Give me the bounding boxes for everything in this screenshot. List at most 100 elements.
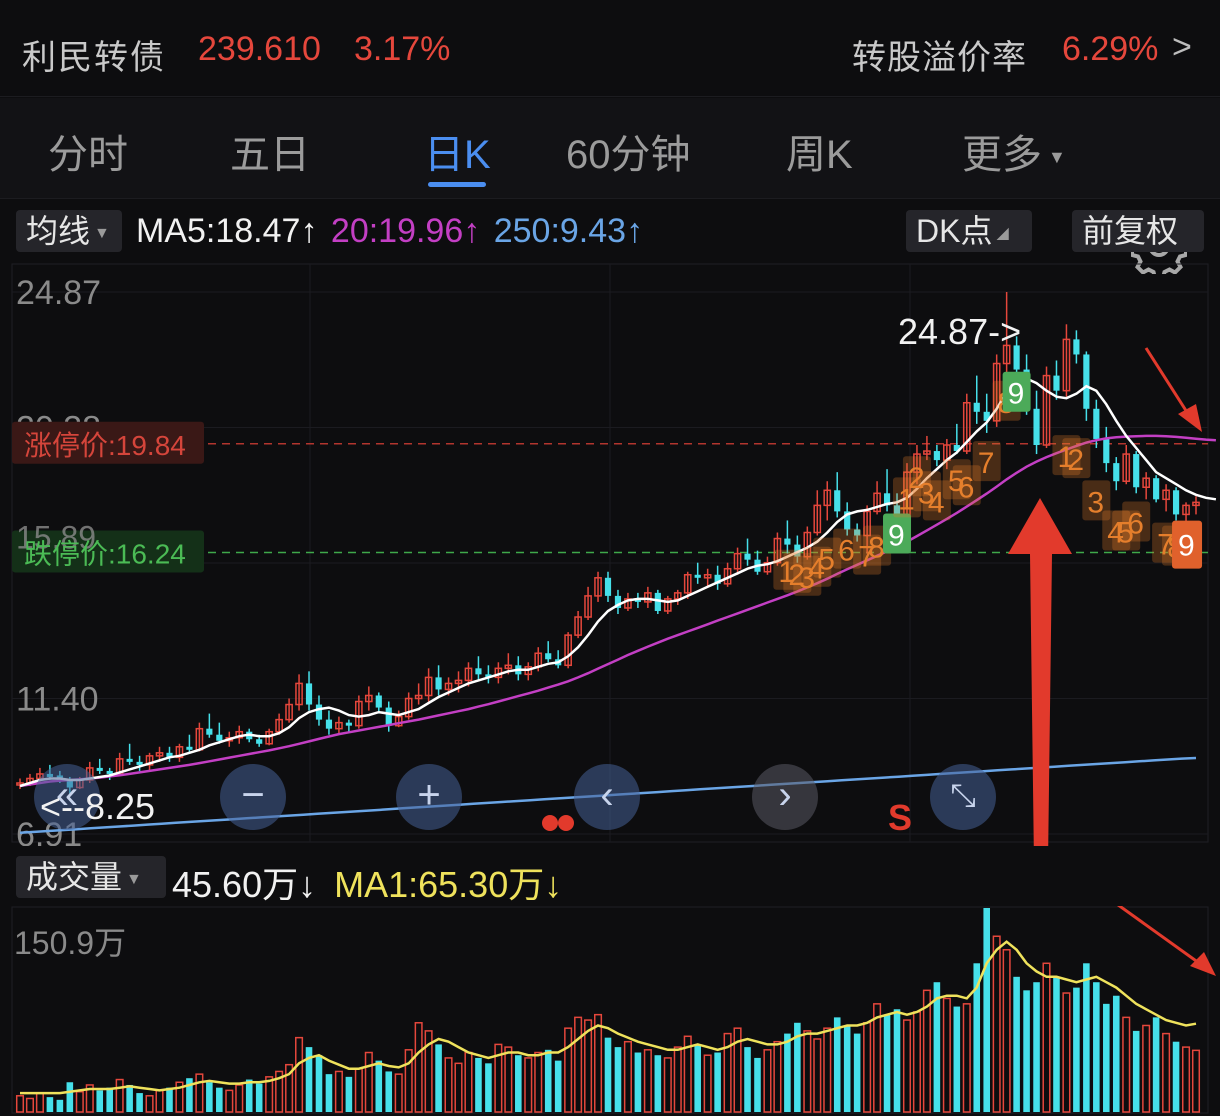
chevron-right-icon[interactable]: > [1172, 28, 1192, 66]
tab-60-minute[interactable]: 60分钟 [566, 133, 691, 177]
volume-bar [1142, 1024, 1151, 1113]
tab-intraday[interactable]: 分时 [48, 133, 128, 177]
left-double-icon[interactable]: « [34, 764, 100, 830]
td-marker-number: 6 [838, 535, 855, 568]
dk-point-button[interactable]: DK点 ◢ [906, 210, 1032, 252]
candle-body [973, 402, 980, 412]
volume-bar [504, 1046, 513, 1113]
volume-bar [1023, 990, 1030, 1112]
td-marker-number: 7 [858, 541, 875, 574]
candle-body [863, 510, 871, 537]
td-marker-number: 3 [798, 562, 815, 595]
premium-rate-value[interactable]: 6.29% [1062, 30, 1159, 68]
zoom-in-icon[interactable]: + [396, 764, 462, 830]
volume-bar [175, 1081, 184, 1113]
volume-bar [663, 1057, 672, 1113]
volume-bar [1132, 1030, 1140, 1112]
td-marker [892, 477, 921, 518]
candle-body [275, 718, 283, 733]
td-marker [1002, 371, 1031, 412]
volume-bar [614, 1047, 622, 1112]
td-marker [1052, 435, 1081, 476]
candle-body [1033, 408, 1040, 446]
candle-body [126, 758, 133, 762]
candle-body [394, 715, 403, 727]
volume-bar [424, 1030, 433, 1113]
tab-weekly-k[interactable]: 周K [786, 133, 853, 177]
volume-bar [673, 1046, 682, 1113]
volume-bar [763, 1049, 772, 1113]
next-icon[interactable]: › [752, 764, 818, 830]
td-marker-number: 1 [898, 483, 915, 516]
volume-bar [794, 1022, 801, 1112]
volume-bar [754, 1057, 761, 1112]
zoom-out-icon[interactable]: − [220, 764, 286, 830]
volume-bar [245, 1079, 253, 1112]
candle-body [216, 734, 223, 741]
indicator-selector-label: 均线 [26, 213, 91, 249]
candle-body [584, 595, 592, 618]
candle-body [1042, 374, 1051, 446]
candle-body [435, 677, 442, 690]
volume-bar [714, 1052, 721, 1112]
volume-chart[interactable]: 150.9万 [0, 906, 1220, 1114]
price-chart[interactable]: 24.8720.3811.406.91涨停价:19.8415.89跌停价:16.… [0, 262, 1220, 846]
volume-bar [206, 1082, 213, 1112]
td-marker-number: 2 [908, 462, 925, 495]
candle-body [464, 667, 473, 682]
volume-bar [334, 1070, 343, 1113]
candle-body [744, 553, 751, 560]
candle-body [883, 493, 891, 506]
volume-ma-arrow-icon: ↓ [544, 864, 563, 905]
volume-bar [364, 1051, 373, 1113]
td-marker [912, 471, 941, 512]
tab-five-day[interactable]: 五日 [230, 133, 310, 177]
candle-body [823, 489, 832, 507]
tab-daily-k[interactable]: 日K [424, 133, 491, 177]
volume-bar [773, 1040, 782, 1113]
candle-body [784, 538, 791, 545]
tab-more[interactable]: 更多 ▼ [962, 122, 1066, 180]
indicator-selector[interactable]: 均线 ▼ [16, 210, 122, 252]
volume-indicator-selector[interactable]: 成交量 ▼ [16, 856, 166, 898]
volume-bar [515, 1055, 522, 1112]
candle-body [345, 722, 352, 726]
candle-body [106, 770, 113, 774]
td-marker [1172, 520, 1203, 569]
sell-signal: S [888, 797, 912, 838]
expand-icon[interactable]: ⤡ [930, 764, 996, 830]
volume-bar [833, 1017, 841, 1112]
prev-icon[interactable]: ‹ [574, 764, 640, 830]
volume-bar [803, 1030, 812, 1113]
volume-bar [554, 1060, 562, 1112]
td-marker-number: 1 [1057, 441, 1074, 474]
volume-bar [126, 1084, 133, 1112]
volume-bar [683, 1035, 692, 1113]
volume-bar [813, 1038, 822, 1113]
volume-bar [962, 1003, 971, 1113]
candle-body [992, 362, 1001, 422]
volume-bar [953, 1006, 961, 1112]
volume-bar [195, 1073, 204, 1113]
candle-body [454, 679, 463, 685]
candle-body [1093, 408, 1100, 439]
candle-body [186, 746, 193, 750]
premium-rate-label[interactable]: 转股溢价率 [852, 39, 1027, 77]
candle-body [1103, 438, 1110, 464]
candle-body [175, 746, 184, 759]
volume-selector-label: 成交量 [26, 859, 123, 895]
volume-bar [475, 1057, 482, 1112]
volume-bar [942, 997, 951, 1113]
volume-bar [25, 1097, 35, 1113]
candle-body [594, 577, 602, 597]
candle-body [1122, 453, 1131, 482]
volume-bar [784, 1033, 791, 1112]
candle-body [285, 703, 293, 721]
candle-body [1182, 504, 1190, 516]
adjust-button[interactable]: 前复权 [1072, 210, 1204, 252]
annotation-arrow-down [1144, 347, 1194, 421]
td-marker [853, 534, 882, 575]
overlap-axis-label: 15.89 [16, 519, 96, 555]
volume-bar [1181, 1046, 1191, 1113]
candle-body [1013, 345, 1020, 370]
